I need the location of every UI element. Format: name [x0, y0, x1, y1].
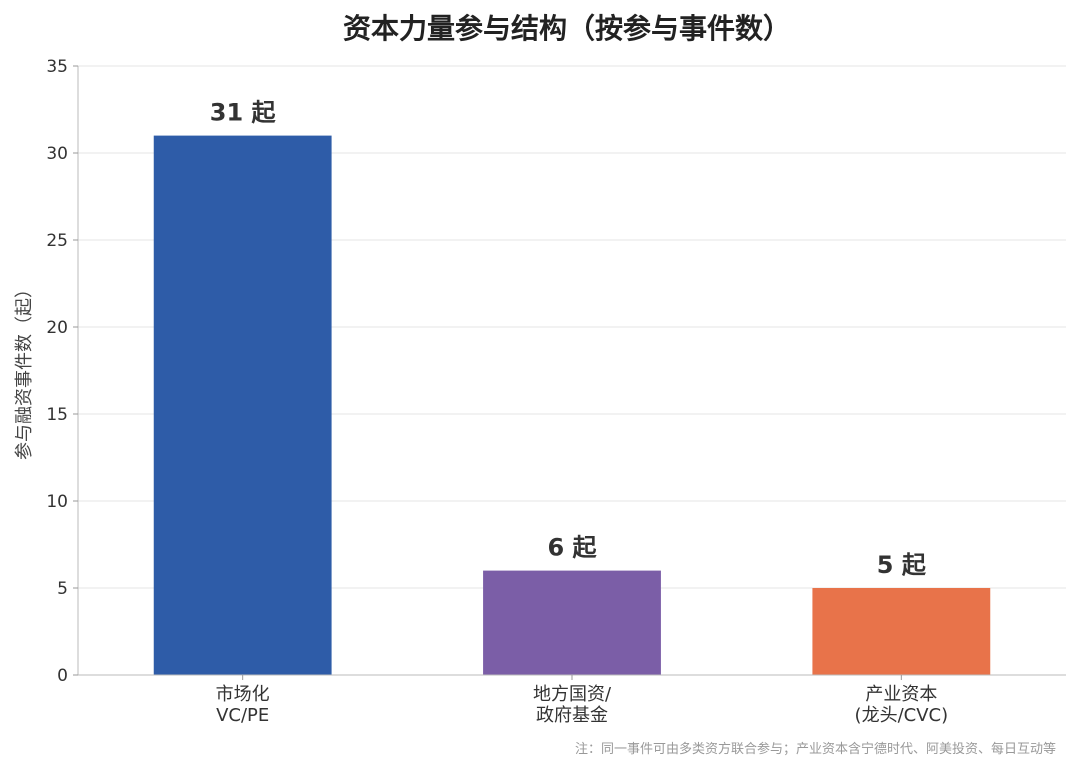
- x-tick-label-line: 地方国资/: [533, 684, 612, 705]
- bar: [153, 135, 332, 676]
- bar: [483, 570, 661, 675]
- chart-note: 注：同一事件可由多类资方联合参与；产业资本含宁德时代、阿美投资、每日互动等: [575, 741, 1056, 757]
- y-tick-label: 35: [46, 57, 68, 77]
- y-tick-labels: 0 5 10 15 20 25 30 35: [46, 57, 78, 686]
- y-tick-label: 25: [46, 231, 68, 251]
- chart-title: 资本力量参与结构（按参与事件数）: [343, 12, 791, 45]
- data-label: 5 起: [877, 551, 927, 579]
- y-tick-label: 5: [57, 579, 68, 599]
- data-labels: 31 起 6 起 5 起: [210, 99, 927, 579]
- y-tick-label: 0: [57, 666, 68, 686]
- y-tick-label: 10: [46, 492, 68, 512]
- x-tick-labels: 市场化 VC/PE 地方国资/政府基金 产业资本(龙头/CVC): [216, 675, 948, 726]
- x-tick-label-line: VC/PE: [216, 705, 269, 726]
- y-tick-label: 20: [46, 318, 68, 338]
- x-tick-label: 市场化 VC/PE: [216, 684, 270, 726]
- data-label: 6 起: [547, 534, 597, 562]
- y-tick-label: 30: [46, 144, 68, 164]
- data-label: 31 起: [210, 99, 277, 127]
- bars: [153, 135, 991, 676]
- x-tick-label: 地方国资/政府基金: [533, 684, 612, 726]
- y-tick-label: 15: [46, 405, 68, 425]
- x-tick-label-line: (龙头/CVC): [855, 705, 949, 726]
- x-tick-label-line: 市场化: [216, 684, 270, 705]
- bar: [812, 588, 991, 675]
- x-tick-label-line: 产业资本: [865, 684, 937, 705]
- x-tick-label: 产业资本(龙头/CVC): [855, 684, 949, 726]
- y-axis-title: 参与融资事件数（起）: [14, 280, 35, 460]
- x-tick-label-line: 政府基金: [536, 705, 608, 726]
